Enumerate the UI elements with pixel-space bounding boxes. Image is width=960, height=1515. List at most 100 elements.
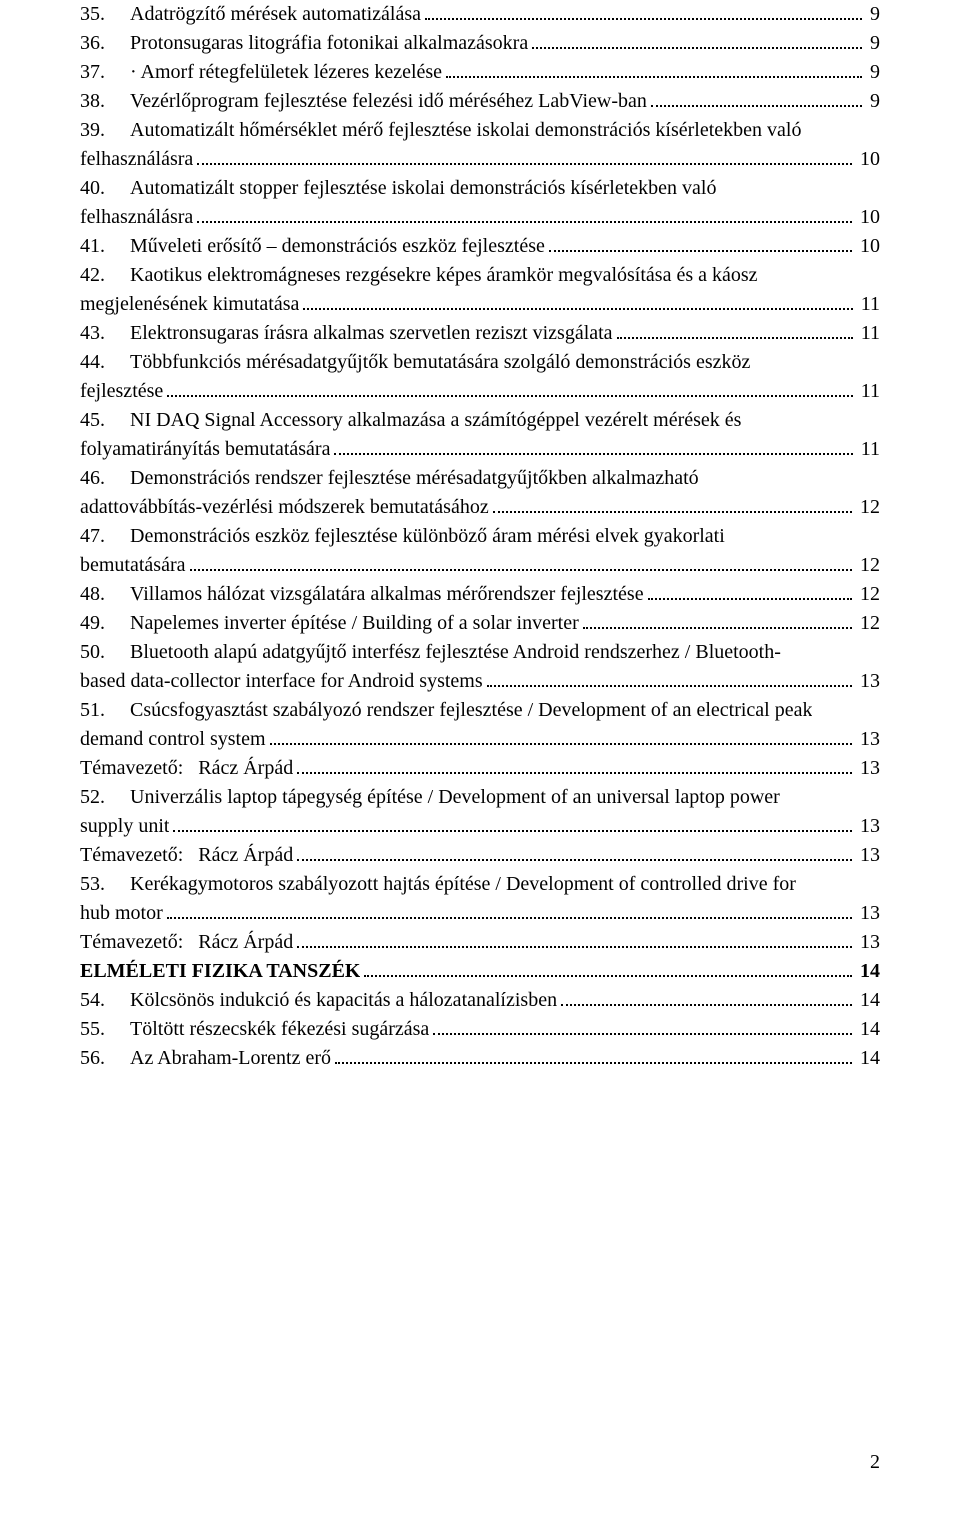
toc-entry: fejlesztése 11 (80, 377, 880, 406)
toc-page-ref: 10 (856, 145, 880, 174)
toc-page-ref: 12 (856, 609, 880, 638)
toc-leader-dots (197, 145, 852, 165)
toc-entry: 45. NI DAQ Signal Accessory alkalmazása … (80, 406, 880, 435)
toc-entry: felhasználásra 10 (80, 203, 880, 232)
toc-leader-dots (651, 87, 862, 107)
toc-page-ref: 9 (866, 0, 880, 29)
toc-entry: 37. · Amorf rétegfelületek lézeres kezel… (80, 58, 880, 87)
toc-title: Témavezető: Rácz Árpád (80, 928, 293, 957)
toc-title: Napelemes inverter építése / Building of… (130, 609, 579, 638)
toc-number: 46. (80, 464, 130, 493)
toc-page-ref: 11 (857, 290, 880, 319)
toc-entry: 55. Töltött részecskék fékezési sugárzás… (80, 1015, 880, 1044)
toc-entry: megjelenésének kimutatása 11 (80, 290, 880, 319)
toc-title: Protonsugaras litográfia fotonikai alkal… (130, 29, 528, 58)
toc-leader-dots (617, 319, 853, 339)
toc-number: 47. (80, 522, 130, 551)
toc-leader-dots (446, 58, 862, 78)
toc-title: · Amorf rétegfelületek lézeres kezelése (130, 58, 442, 87)
toc-title: Adatrögzítő mérések automatizálása (130, 0, 421, 29)
toc-page-ref: 9 (866, 58, 880, 87)
toc-leader-dots (297, 841, 852, 861)
toc-entry: 51. Csúcsfogyasztást szabályozó rendszer… (80, 696, 880, 725)
toc-number: 54. (80, 986, 130, 1015)
toc-entry: ELMÉLETI FIZIKA TANSZÉK 14 (80, 957, 880, 986)
toc-title: ELMÉLETI FIZIKA TANSZÉK (80, 957, 360, 986)
toc-page-ref: 13 (856, 812, 880, 841)
toc-leader-dots (532, 29, 862, 49)
toc-page-ref: 11 (857, 435, 880, 464)
toc-entry: 50. Bluetooth alapú adatgyűjtő interfész… (80, 638, 880, 667)
toc-leader-dots (197, 203, 852, 223)
toc-title: felhasználásra (80, 203, 193, 232)
toc-title: Töltött részecskék fékezési sugárzása (130, 1015, 429, 1044)
toc-leader-dots (433, 1015, 852, 1035)
toc-entry: 36. Protonsugaras litográfia fotonikai a… (80, 29, 880, 58)
toc-title: felhasználásra (80, 145, 193, 174)
toc-page-ref: 14 (856, 1015, 880, 1044)
toc-title: hub motor (80, 899, 163, 928)
toc-number: 37. (80, 58, 130, 87)
toc-number: 35. (80, 0, 130, 29)
toc-page-ref: 10 (856, 203, 880, 232)
toc-entry: folyamatirányítás bemutatására 11 (80, 435, 880, 464)
toc-leader-dots (583, 609, 852, 629)
toc-number: 39. (80, 116, 130, 145)
toc-page-ref: 13 (856, 841, 880, 870)
toc-page-ref: 13 (856, 725, 880, 754)
toc-number: 42. (80, 261, 130, 290)
toc-number: 40. (80, 174, 130, 203)
toc-title: Elektronsugaras írásra alkalmas szervetl… (130, 319, 613, 348)
toc-title: demand control system (80, 725, 266, 754)
toc-page-ref: 11 (857, 377, 880, 406)
toc-leader-dots (425, 0, 862, 20)
toc-page-ref: 12 (856, 580, 880, 609)
toc-title: supply unit (80, 812, 169, 841)
toc-number: 43. (80, 319, 130, 348)
toc-entry: demand control system 13 (80, 725, 880, 754)
toc-title: Bluetooth alapú adatgyűjtő interfész fej… (130, 638, 781, 667)
toc-title: Kaotikus elektromágneses rezgésekre képe… (130, 261, 758, 290)
toc-page-ref: 12 (856, 493, 880, 522)
toc-entry: bemutatására 12 (80, 551, 880, 580)
toc-title: based data-collector interface for Andro… (80, 667, 483, 696)
toc-number: 55. (80, 1015, 130, 1044)
toc-number: 53. (80, 870, 130, 899)
toc-leader-dots (270, 725, 852, 745)
toc-page-ref: 13 (856, 899, 880, 928)
toc-entry: 47. Demonstrációs eszköz fejlesztése kül… (80, 522, 880, 551)
toc-title: Automatizált stopper fejlesztése iskolai… (130, 174, 716, 203)
toc-leader-dots (167, 377, 852, 397)
toc-leader-dots (364, 957, 852, 977)
toc-entry: 40. Automatizált stopper fejlesztése isk… (80, 174, 880, 203)
toc-entry: 46. Demonstrációs rendszer fejlesztése m… (80, 464, 880, 493)
toc-title: adattovábbítás-vezérlési módszerek bemut… (80, 493, 489, 522)
toc-leader-dots (190, 551, 853, 571)
toc-title: Automatizált hőmérséklet mérő fejlesztés… (130, 116, 801, 145)
toc-title: Univerzális laptop tápegység építése / D… (130, 783, 780, 812)
toc-number: 38. (80, 87, 130, 116)
toc-entry: 52. Univerzális laptop tápegység építése… (80, 783, 880, 812)
toc-title: Az Abraham-Lorentz erő (130, 1044, 331, 1073)
toc-entry: 43. Elektronsugaras írásra alkalmas szer… (80, 319, 880, 348)
toc-number: 41. (80, 232, 130, 261)
toc-entry: hub motor 13 (80, 899, 880, 928)
toc-entry: 53. Kerékagymotoros szabályozott hajtás … (80, 870, 880, 899)
toc-entry: adattovábbítás-vezérlési módszerek bemut… (80, 493, 880, 522)
toc-number: 50. (80, 638, 130, 667)
toc-page-ref: 14 (856, 957, 880, 986)
toc-number: 49. (80, 609, 130, 638)
toc-entry: 38. Vezérlőprogram fejlesztése felezési … (80, 87, 880, 116)
toc-leader-dots (173, 812, 852, 832)
toc-page-ref: 9 (866, 29, 880, 58)
toc-page-ref: 11 (857, 319, 880, 348)
toc-entry: Témavezető: Rácz Árpád 13 (80, 754, 880, 783)
toc-title: megjelenésének kimutatása (80, 290, 299, 319)
toc-page-ref: 14 (856, 986, 880, 1015)
toc-title: Többfunkciós mérésadatgyűjtők bemutatásá… (130, 348, 750, 377)
toc-entry: supply unit 13 (80, 812, 880, 841)
toc-leader-dots (487, 667, 852, 687)
toc-number: 36. (80, 29, 130, 58)
toc-title: Vezérlőprogram fejlesztése felezési idő … (130, 87, 647, 116)
toc-entry: Témavezető: Rácz Árpád 13 (80, 928, 880, 957)
